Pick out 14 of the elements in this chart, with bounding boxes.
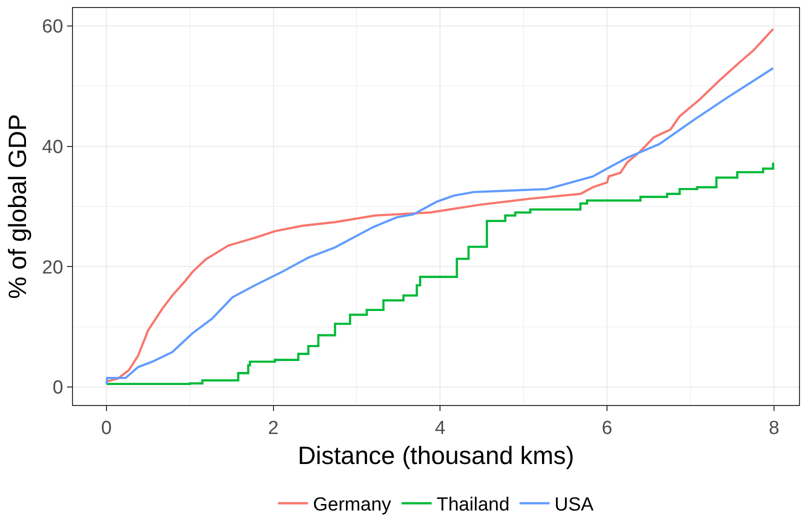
y-tick-label: 60	[42, 16, 64, 38]
y-axis-title: % of global GDP	[4, 114, 32, 299]
legend-label: Germany	[313, 494, 392, 516]
y-tick-label: 20	[42, 257, 64, 278]
x-tick-label: 0	[101, 418, 112, 439]
x-axis-title: Distance (thousand kms)	[298, 442, 574, 470]
x-tick-label: 8	[768, 418, 780, 439]
y-tick-label: 40	[42, 137, 64, 158]
x-tick-label: 4	[434, 418, 446, 439]
legend-label: Thailand	[436, 494, 510, 516]
legend-label: USA	[554, 494, 594, 516]
x-tick-label: 6	[602, 418, 612, 439]
x-tick-label: 2	[268, 418, 279, 439]
y-tick-label: 0	[52, 378, 64, 399]
